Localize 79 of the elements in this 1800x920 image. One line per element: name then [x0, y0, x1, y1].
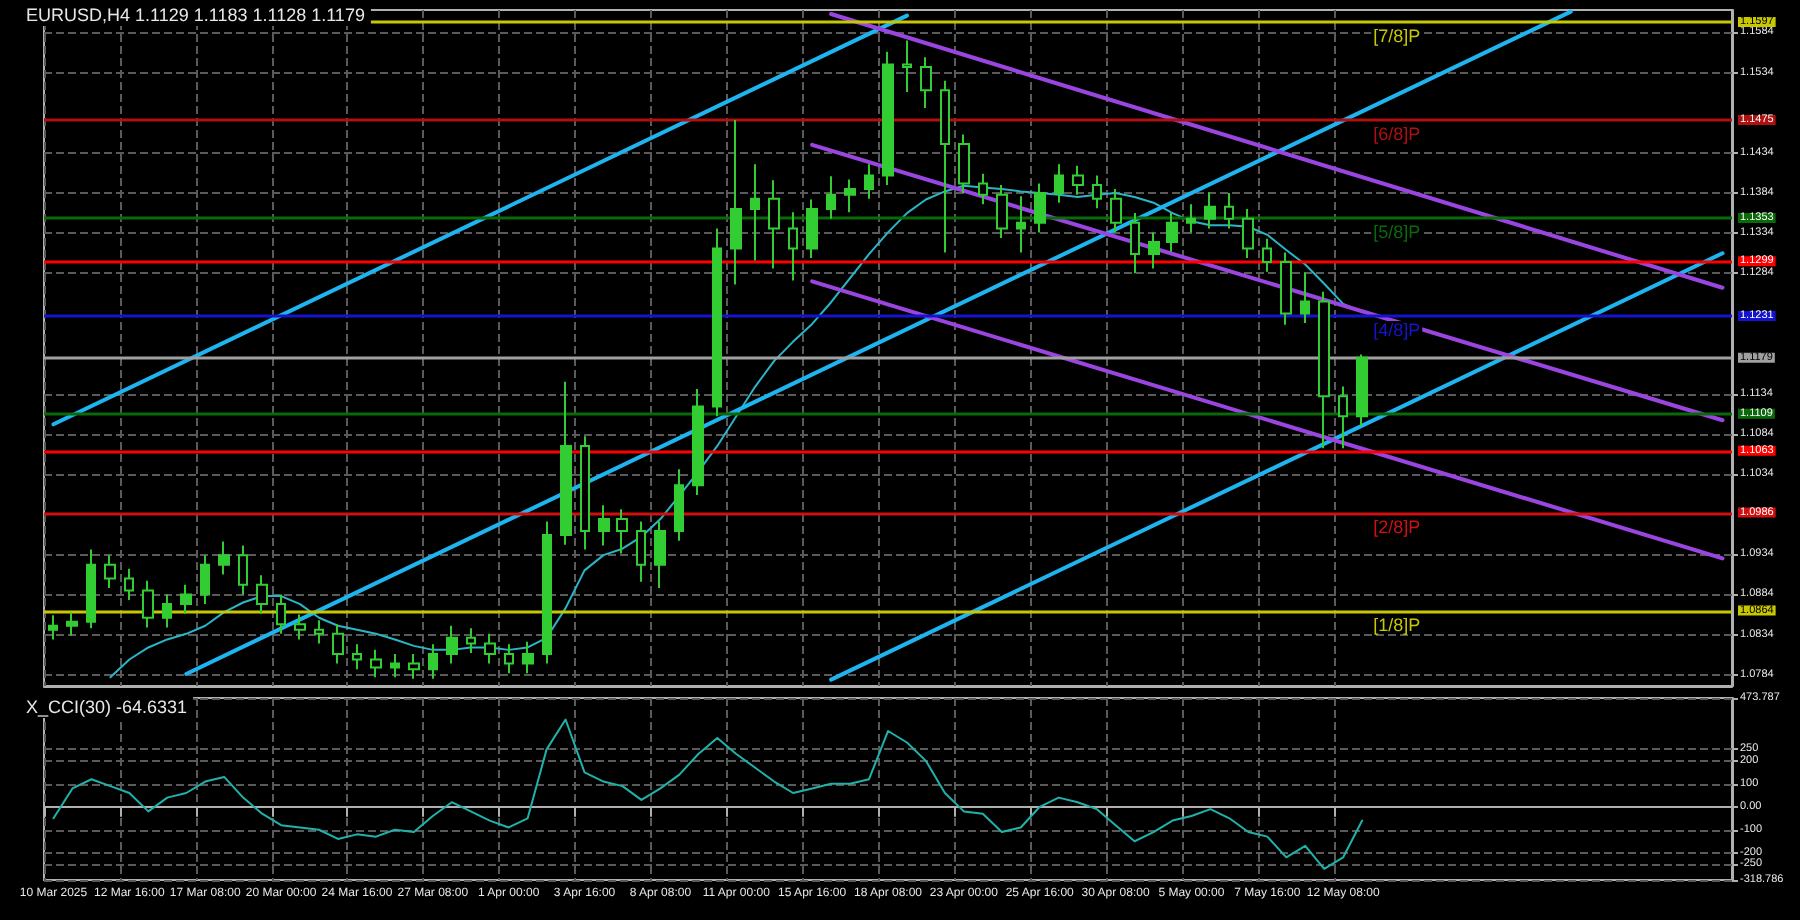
chart-title: X_CCI(30) -64.6331 [26, 697, 188, 717]
candlestick [958, 133, 970, 195]
candlestick [504, 643, 514, 675]
candlestick [370, 648, 382, 679]
annotation: [2/8]P [1373, 516, 1421, 537]
candlestick [522, 640, 534, 675]
candlestick [48, 614, 58, 641]
annotation: [6/8]P [1373, 123, 1421, 144]
candlestick [692, 387, 704, 496]
chart-title: EURUSD,H4 1.1129 1.1183 1.1128 1.1179 [26, 5, 365, 25]
candlestick [66, 611, 78, 637]
candlestick [844, 178, 856, 214]
candlestick [1204, 191, 1216, 230]
line-series [52, 718, 1364, 870]
candlestick [332, 623, 344, 665]
candlestick [920, 56, 932, 109]
candlestick [218, 540, 230, 576]
candlestick [750, 163, 760, 262]
candlestick [712, 227, 722, 418]
candlestick [1110, 188, 1122, 234]
candlestick [446, 624, 458, 665]
candlestick [882, 50, 894, 187]
candlestick [314, 619, 324, 645]
candlestick [826, 175, 836, 220]
candlestick [730, 118, 742, 286]
candlestick [1092, 174, 1102, 210]
candlestick [560, 380, 572, 546]
candlestick [200, 554, 210, 606]
candlestick [124, 567, 134, 602]
candlestick [1300, 271, 1310, 325]
candlestick [598, 504, 610, 547]
annotation: [1/8]P [1373, 614, 1421, 635]
candlestick [1280, 251, 1292, 326]
candlestick [1148, 231, 1160, 270]
candlestick [542, 520, 552, 665]
candlestick [1016, 195, 1026, 254]
candlestick [616, 508, 628, 555]
candlestick [636, 520, 646, 583]
candlestick [276, 593, 286, 635]
candlestick [1166, 212, 1178, 253]
candlestick [864, 163, 874, 200]
candlestick [408, 652, 420, 680]
candlestick [180, 583, 192, 615]
annotation: [5/8]P [1373, 221, 1421, 242]
candlestick [1242, 208, 1254, 260]
candlestick [162, 593, 172, 629]
candlestick [1186, 203, 1196, 234]
candlestick [238, 544, 248, 596]
candlestick [806, 198, 818, 260]
candlestick [352, 643, 362, 671]
candlestick [996, 184, 1008, 240]
candlestick [466, 627, 476, 655]
candlestick [1356, 353, 1368, 427]
candlestick [768, 179, 780, 270]
candlestick [1318, 290, 1330, 450]
annotation: [7/8]P [1373, 26, 1421, 47]
candlestick [484, 632, 496, 665]
candlestick [940, 79, 950, 254]
candlestick [294, 613, 306, 641]
candlestick [1072, 164, 1084, 196]
annotation: [4/8]P [1373, 319, 1421, 340]
candlestick [580, 435, 590, 551]
candlestick [142, 579, 154, 629]
candlestick [428, 643, 438, 680]
candlestick [1338, 385, 1348, 450]
candlestick [256, 574, 268, 615]
candlestick [1224, 192, 1234, 230]
candlestick [654, 520, 666, 590]
candlestick [1034, 182, 1046, 234]
candlestick [788, 211, 798, 282]
candlestick [674, 468, 684, 542]
candlestick [104, 554, 116, 590]
candlestick [1262, 237, 1272, 273]
candlestick [390, 652, 400, 679]
candlestick [902, 39, 912, 93]
candlestick [86, 548, 96, 630]
candlestick [978, 172, 988, 206]
candlestick [1054, 163, 1064, 204]
candlestick [1130, 212, 1140, 275]
